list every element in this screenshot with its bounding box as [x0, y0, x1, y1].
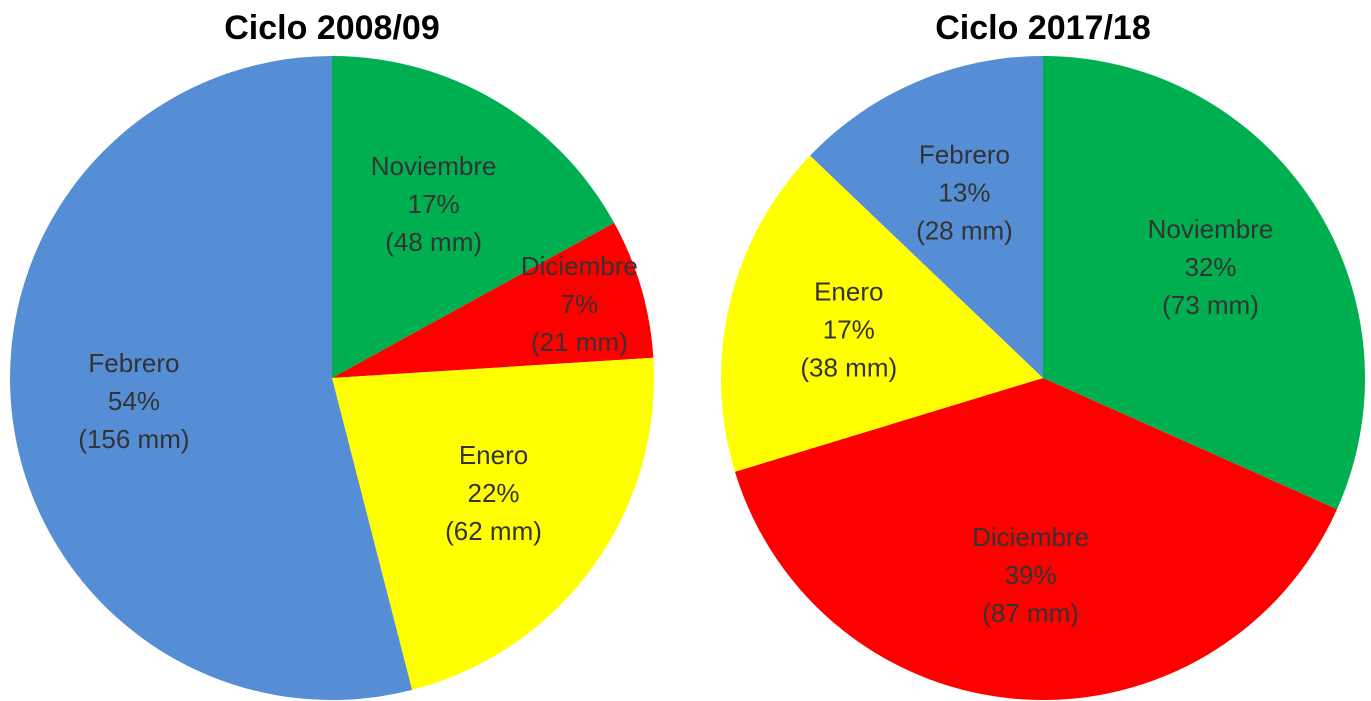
slice-percent: 7% — [561, 289, 599, 319]
pie-slice — [332, 56, 615, 378]
slice-category: Enero — [814, 277, 883, 307]
slice-category: Noviembre — [371, 151, 497, 181]
slice-category: Enero — [459, 440, 528, 470]
slice-category: Noviembre — [1148, 214, 1274, 244]
slice-percent: 54% — [108, 386, 160, 416]
slice-amount: (38 mm) — [800, 353, 897, 383]
pie-slice — [332, 222, 654, 378]
slice-percent: 17% — [823, 315, 875, 345]
pie-slice — [1043, 56, 1365, 510]
pie-slice — [10, 56, 413, 700]
slice-percent: 32% — [1184, 252, 1236, 282]
slice-amount: (48 mm) — [385, 227, 482, 257]
pie-slice — [734, 378, 1338, 700]
slice-percent: 39% — [1005, 560, 1057, 590]
pie-slice — [721, 155, 1043, 472]
slice-amount: (62 mm) — [445, 516, 542, 546]
slice-category: Febrero — [919, 139, 1010, 169]
slice-amount: (28 mm) — [916, 215, 1013, 245]
slice-percent: 17% — [408, 189, 460, 219]
slice-category: Diciembre — [521, 251, 638, 281]
slice-amount: (156 mm) — [78, 424, 189, 454]
slice-amount: (21 mm) — [531, 327, 628, 357]
chart-title: Ciclo 2008/09 — [224, 9, 439, 47]
slice-category: Febrero — [88, 348, 179, 378]
slice-percent: 22% — [467, 478, 519, 508]
slice-amount: (87 mm) — [982, 598, 1079, 628]
slice-percent: 13% — [938, 177, 990, 207]
slice-amount: (73 mm) — [1162, 290, 1259, 320]
pie-slice — [332, 357, 655, 690]
pie-slice — [810, 56, 1043, 378]
slice-category: Diciembre — [972, 522, 1089, 552]
chart-title: Ciclo 2017/18 — [935, 9, 1150, 47]
